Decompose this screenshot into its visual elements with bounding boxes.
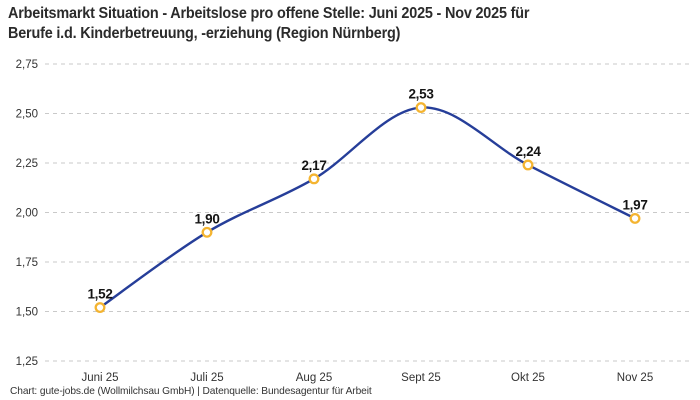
data-point-marker xyxy=(94,302,106,313)
y-tick-label: 1,50 xyxy=(16,307,38,319)
data-point-marker xyxy=(629,212,641,224)
y-tick-label: 1,25 xyxy=(16,356,38,368)
data-point-label: 2,53 xyxy=(408,87,434,102)
x-tick-label: Sept 25 xyxy=(401,372,441,384)
y-tick-label: 2,25 xyxy=(16,158,38,170)
y-tick-label: 2,00 xyxy=(16,208,38,220)
data-point-label: 1,97 xyxy=(622,197,647,212)
trend-line xyxy=(98,106,637,309)
chart-title-line2: Berufe i.d. Kinderbetreuung, -erziehung … xyxy=(8,25,401,42)
data-point-label: 1,52 xyxy=(87,287,112,302)
x-tick-label: Okt 25 xyxy=(511,372,545,384)
y-tick-label: 2,75 xyxy=(16,59,38,71)
x-tick-label: Nov 25 xyxy=(617,372,653,384)
data-point-marker xyxy=(201,226,213,238)
data-point-marker xyxy=(415,102,427,114)
x-tick-label: Juli 25 xyxy=(190,372,223,384)
chart-title: Arbeitsmarkt Situation - Arbeitslose pro… xyxy=(8,4,650,44)
data-point-label: 2,24 xyxy=(515,144,541,159)
data-point-marker xyxy=(522,159,534,171)
y-tick-label: 2,50 xyxy=(16,109,38,121)
data-point-label: 2,17 xyxy=(301,158,326,173)
x-tick-label: Juni 25 xyxy=(81,372,118,384)
x-tick-label: Aug 25 xyxy=(296,372,332,384)
chart-title-line1: Arbeitsmarkt Situation - Arbeitslose pro… xyxy=(8,5,530,22)
data-point-label: 1,90 xyxy=(194,211,219,226)
y-tick-label: 1,75 xyxy=(16,257,38,269)
chart-credit: Chart: gute-jobs.de (Wollmilchsau GmbH) … xyxy=(10,385,372,397)
data-point-marker xyxy=(308,173,320,185)
